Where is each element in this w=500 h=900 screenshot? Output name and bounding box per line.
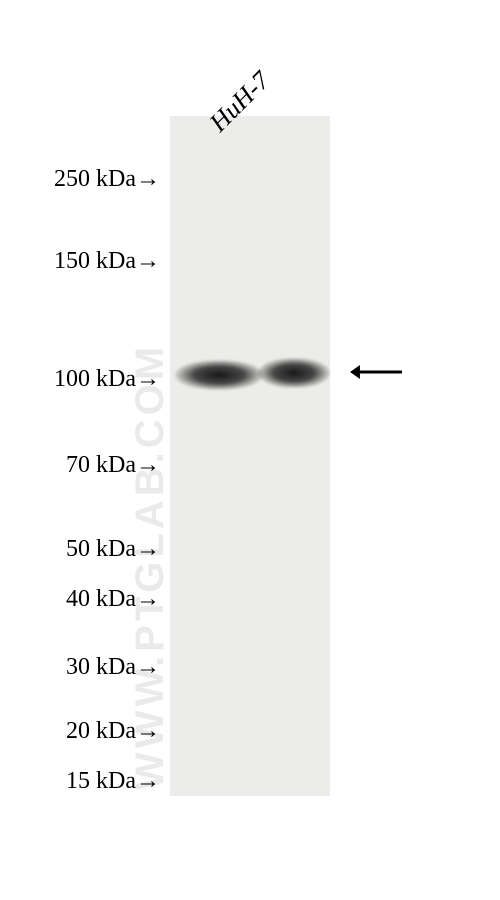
- marker-text: 20 kDa: [66, 718, 136, 744]
- band-indicator-arrow: [348, 360, 404, 384]
- arrow-right-icon: →: [136, 586, 160, 613]
- arrow-right-icon: →: [136, 654, 160, 681]
- marker-label: 100 kDa→: [54, 366, 160, 393]
- protein-band: [175, 360, 263, 390]
- arrow-right-icon: →: [136, 366, 160, 393]
- marker-label: 20 kDa→: [66, 718, 160, 745]
- marker-text: 15 kDa: [66, 768, 136, 794]
- marker-text: 250 kDa: [54, 166, 136, 192]
- marker-text: 100 kDa: [54, 366, 136, 392]
- arrow-right-icon: →: [136, 768, 160, 795]
- marker-label: 40 kDa→: [66, 586, 160, 613]
- marker-label: 250 kDa→: [54, 166, 160, 193]
- blot-figure: WWW.PTGLAB.COM HuH-7 250 kDa→150 kDa→100…: [0, 0, 500, 900]
- marker-text: 70 kDa: [66, 452, 136, 478]
- marker-label: 30 kDa→: [66, 654, 160, 681]
- arrow-right-icon: →: [136, 452, 160, 479]
- marker-text: 150 kDa: [54, 248, 136, 274]
- arrow-right-icon: →: [136, 536, 160, 563]
- marker-label: 50 kDa→: [66, 536, 160, 563]
- arrow-right-icon: →: [136, 718, 160, 745]
- lane-background: [170, 116, 330, 796]
- marker-label: 150 kDa→: [54, 248, 160, 275]
- marker-label: 15 kDa→: [66, 768, 160, 795]
- marker-text: 50 kDa: [66, 536, 136, 562]
- marker-text: 40 kDa: [66, 586, 136, 612]
- marker-label: 70 kDa→: [66, 452, 160, 479]
- protein-band: [258, 358, 330, 388]
- marker-text: 30 kDa: [66, 654, 136, 680]
- arrow-right-icon: →: [136, 166, 160, 193]
- arrow-right-icon: →: [136, 248, 160, 275]
